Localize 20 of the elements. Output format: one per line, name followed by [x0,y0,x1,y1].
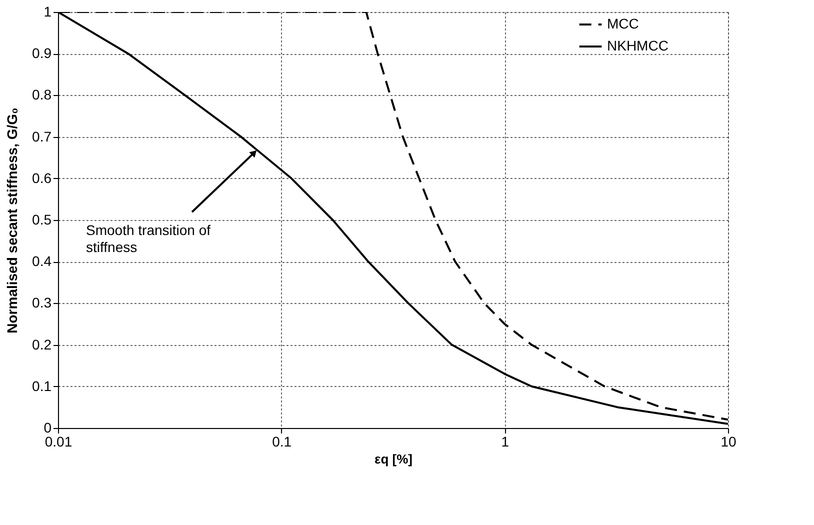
legend-label: NKHMCC [607,38,668,54]
x-axis-title: εq [%] [374,452,412,466]
y-tick-label: 0 [44,420,52,436]
legend-label: MCC [607,16,639,32]
y-tick-label: 0.1 [32,378,52,394]
y-tick-label: 0.9 [32,45,52,62]
y-tick-label: 0.7 [32,128,52,144]
x-tick-label: 10 [720,434,736,450]
y-tick-label: 0.3 [32,294,52,311]
x-tick-label: 1 [501,434,510,450]
y-axis-title: Normalised secant stiffness, G/G₀ [4,108,20,334]
x-tick-label: 0.1 [272,434,292,450]
y-tick-label: 0.2 [32,336,52,352]
annotation: Smooth transition of stiffness [86,222,211,255]
y-tick-label: 1 [44,4,52,20]
y-tick-label: 0.6 [32,170,52,186]
y-tick-label: 0.8 [32,86,52,103]
y-tick-label: 0.4 [32,253,52,270]
y-tick-label: 0.5 [32,212,52,228]
x-tick-label: 0.01 [44,434,72,450]
